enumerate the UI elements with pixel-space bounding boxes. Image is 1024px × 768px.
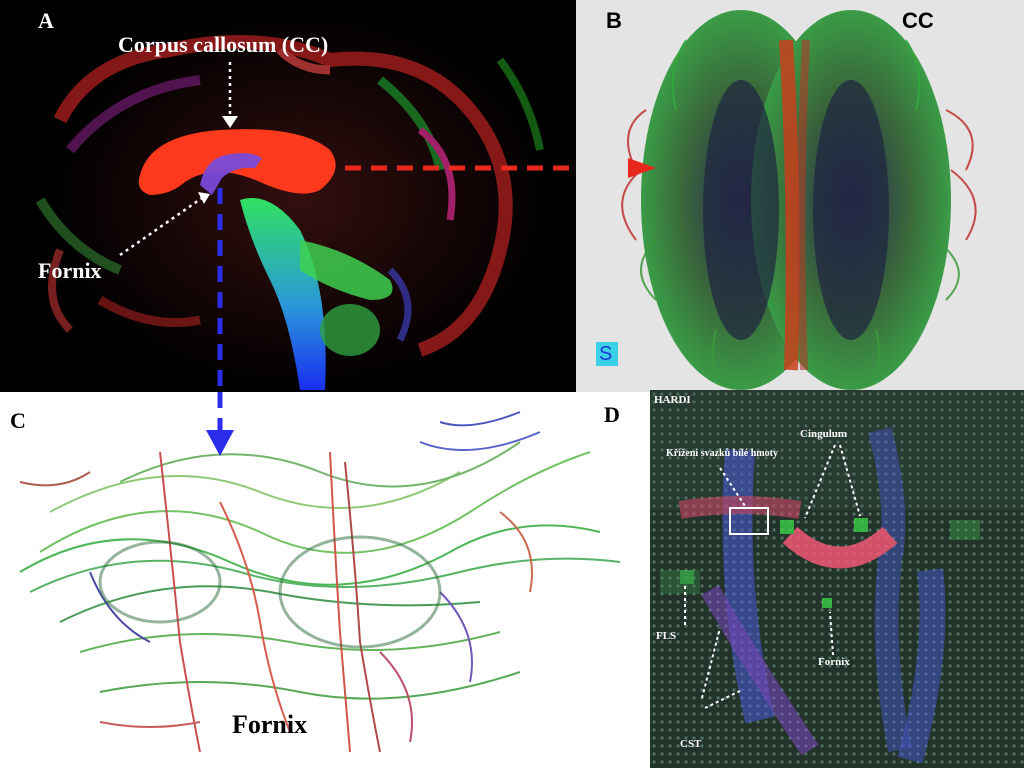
panel-a-letter: A <box>38 8 54 33</box>
fornix-tractography-image <box>19 392 621 753</box>
panel-b-letter: B <box>606 8 622 33</box>
panel-b-cc-tractography: B CC S <box>576 0 1024 392</box>
corpus-callosum-label: Corpus callosum (CC) <box>118 32 329 57</box>
fornix-label-d: Fornix <box>818 656 850 668</box>
sagittal-dti-image <box>35 10 576 392</box>
panel-d-letter-outer: D <box>604 402 620 427</box>
cc-tractography-image <box>596 10 977 390</box>
cingulum-label: Cingulum <box>800 428 848 440</box>
fornix-label-a: Fornix <box>38 258 102 283</box>
orientation-s-label: S <box>599 343 613 365</box>
panel-c-letter: C <box>10 408 26 433</box>
fornix-label-c: Fornix <box>232 710 308 739</box>
panel-c-fornix-tractography: C Fornix <box>0 392 650 768</box>
hardi-glyph-image <box>650 390 1024 768</box>
cst-label: CST <box>680 738 702 750</box>
cc-label-b: CC <box>902 8 934 33</box>
panel-d-hardi: D HARDI Kříženi svazků bílé hmoty Cingul… <box>650 390 1024 768</box>
fls-label: FLS <box>656 630 677 642</box>
crossing-fibers-label: Kříženi svazků bílé hmoty <box>666 448 778 459</box>
hardi-label: HARDI <box>654 394 691 406</box>
panel-a-sagittal-dti: A Corpus callosum (CC) Fornix <box>0 0 576 392</box>
